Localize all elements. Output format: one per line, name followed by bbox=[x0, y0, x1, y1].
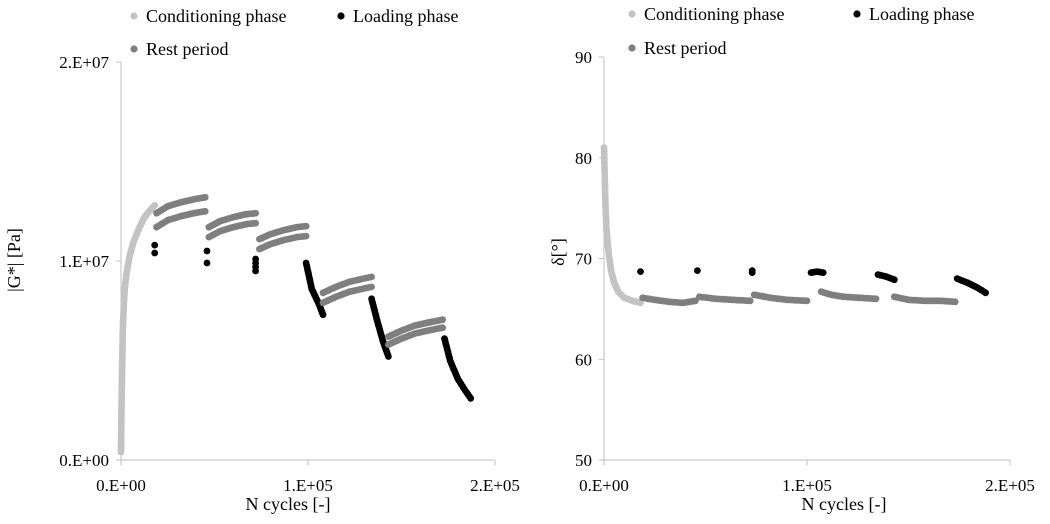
x-tick-label: 0.E+00 bbox=[579, 476, 629, 495]
data-point bbox=[302, 232, 310, 240]
series-rest-period bbox=[153, 193, 446, 348]
legend-marker-rest-period bbox=[130, 45, 138, 53]
chart-panel-modulus: 0.E+00 1.E+05 2.E+05 0.E+00 1.E+07 2.E+07 N cy… bbox=[4, 6, 520, 514]
y-axis-title: |G*| [Pa] bbox=[4, 228, 24, 292]
data-point bbox=[746, 297, 754, 305]
series-conditioning-phase bbox=[117, 201, 159, 456]
legend-label-conditioning-phase: Conditioning phase bbox=[644, 4, 785, 24]
data-point bbox=[319, 311, 327, 319]
series-loading-phase bbox=[151, 241, 475, 402]
data-point bbox=[951, 298, 959, 306]
data-point bbox=[201, 207, 209, 215]
data-point bbox=[872, 295, 880, 303]
data-point bbox=[252, 267, 259, 275]
data-point bbox=[252, 209, 259, 217]
legend-label-loading-phase: Loading phase bbox=[353, 6, 458, 26]
y-tick-label: 90 bbox=[575, 48, 592, 67]
data-point bbox=[151, 201, 159, 209]
legend-label-rest-period: Rest period bbox=[644, 38, 727, 58]
data-point bbox=[203, 247, 211, 255]
legend-label-rest-period: Rest period bbox=[146, 39, 229, 59]
data-point bbox=[890, 276, 898, 284]
series-loading-phase bbox=[637, 267, 989, 297]
legend-marker-conditioning-phase bbox=[130, 12, 138, 20]
data-point bbox=[694, 267, 701, 274]
data-point bbox=[151, 241, 159, 249]
chart-panel-phase-angle: 0.E+00 1.E+05 2.E+05 50 60 70 80 90 N cycles [-]… bbox=[548, 4, 1035, 514]
x-axis-title: N cycles [-] bbox=[246, 494, 331, 514]
data-point bbox=[252, 219, 259, 227]
data-point bbox=[368, 273, 375, 281]
data-point bbox=[819, 269, 827, 276]
y-axis-title: δ[°] bbox=[548, 238, 568, 266]
x-axis-title: N cycles [-] bbox=[802, 494, 887, 514]
data-point bbox=[151, 249, 159, 257]
data-point bbox=[385, 353, 392, 360]
data-point bbox=[748, 269, 756, 276]
series-rest-period bbox=[639, 288, 959, 307]
legend-label-loading-phase: Loading phase bbox=[869, 4, 974, 24]
series-conditioning-phase bbox=[600, 144, 644, 307]
legend-marker-loading-phase bbox=[337, 12, 345, 20]
data-point bbox=[803, 297, 811, 305]
data-point bbox=[368, 283, 375, 291]
y-tick-label: 60 bbox=[575, 350, 592, 369]
x-tick-label: 0.E+00 bbox=[96, 476, 146, 495]
x-tick-label: 2.E+05 bbox=[470, 476, 520, 495]
y-tick-label: 2.E+07 bbox=[59, 53, 109, 72]
legend-marker-loading-phase bbox=[853, 10, 861, 18]
data-point bbox=[203, 259, 211, 267]
legend-label-conditioning-phase: Conditioning phase bbox=[146, 6, 287, 26]
data-point bbox=[302, 222, 310, 230]
legend-marker-conditioning-phase bbox=[628, 10, 636, 18]
data-point bbox=[637, 268, 644, 275]
y-tick-label: 80 bbox=[575, 149, 592, 168]
data-point bbox=[439, 316, 446, 324]
y-tick-label: 1.E+07 bbox=[59, 252, 109, 271]
legend-marker-rest-period bbox=[628, 44, 636, 52]
y-tick-label: 70 bbox=[575, 250, 592, 269]
data-point bbox=[201, 193, 209, 201]
x-tick-label: 1.E+05 bbox=[782, 476, 832, 495]
x-tick-label: 1.E+05 bbox=[283, 476, 333, 495]
x-tick-label: 2.E+05 bbox=[985, 476, 1035, 495]
data-point bbox=[467, 394, 475, 402]
y-tick-label: 0.E+00 bbox=[59, 451, 109, 470]
data-point bbox=[982, 289, 989, 297]
y-tick-label: 50 bbox=[575, 451, 592, 470]
data-point bbox=[439, 324, 446, 332]
